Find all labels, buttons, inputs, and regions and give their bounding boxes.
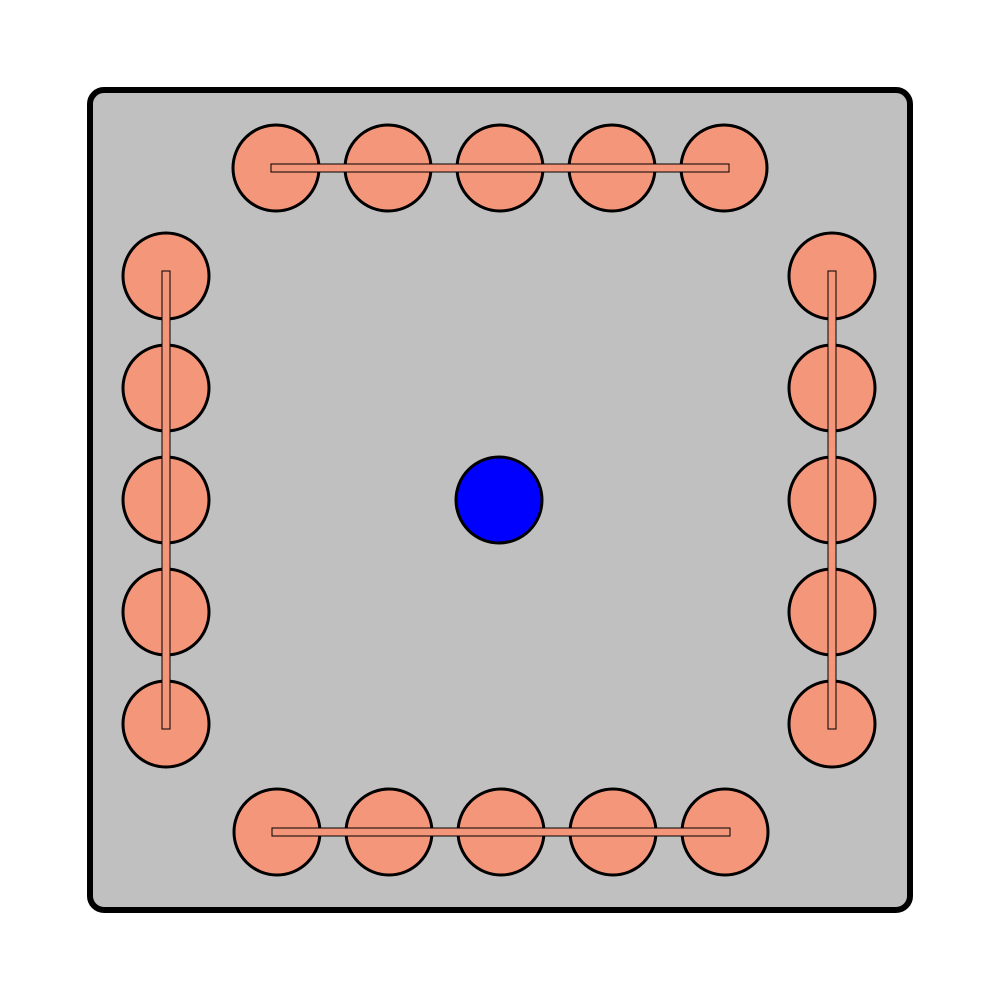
left-column [121,231,211,769]
bottom-row [232,787,770,877]
bottom-row-connector [271,827,731,837]
top-row [231,123,769,213]
center-piece[interactable] [454,455,544,545]
stone-groups [121,123,877,877]
left-column-connector [161,270,171,730]
right-column [787,231,877,769]
right-column-connector [827,270,837,730]
top-row-connector [270,163,730,173]
